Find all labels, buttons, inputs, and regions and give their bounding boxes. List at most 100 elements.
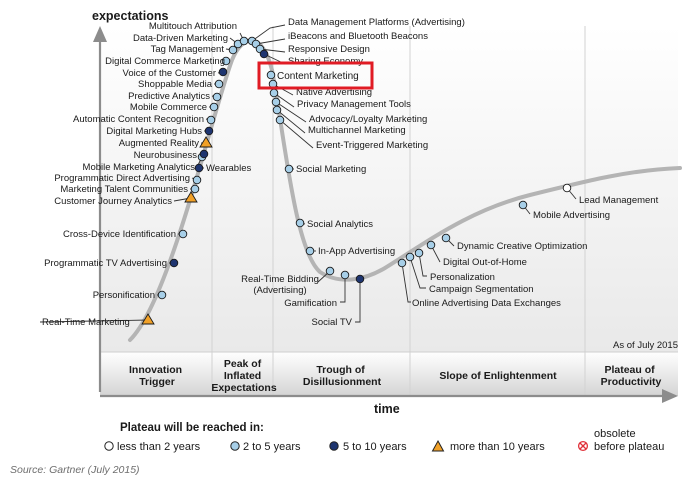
marker-cross-device-identification (178, 229, 188, 239)
leader-gamification (340, 275, 346, 303)
label-social-tv: Social TV (312, 317, 353, 328)
label-real-time-marketing: Real-Time Marketing (42, 317, 130, 328)
label-real-time-bidding-advertising: Real-Time Bidding (Advertising) (241, 274, 319, 296)
marker-customer-journey-analytics (184, 191, 198, 203)
marker-marketing-talent-communities (190, 184, 200, 194)
marker-social-tv (355, 274, 365, 284)
marker-voice-of-the-customer (218, 67, 228, 77)
marker-privacy-management-tools (269, 88, 279, 98)
marker-online-advertising-data-exchanges (397, 258, 407, 268)
label-dynamic-creative-optimization: Dynamic Creative Optimization (457, 241, 587, 252)
label-privacy-management-tools: Privacy Management Tools (297, 99, 411, 110)
label-wearables: Wearables (206, 163, 251, 174)
as-of-date: As of July 2015 (613, 340, 678, 351)
legend-item-2-to-5-years: 2 to 5 years (230, 441, 301, 453)
phase-band (100, 352, 678, 396)
marker-multichannel-marketing (272, 105, 282, 115)
marker-lead-management (562, 183, 572, 193)
legend-item-more-than-10-years: more than 10 years (431, 439, 545, 453)
label-social-analytics: Social Analytics (307, 219, 373, 230)
label-in-app-advertising: In-App Advertising (318, 246, 395, 257)
legend-label: more than 10 years (450, 441, 545, 453)
marker-social-analytics (295, 218, 305, 228)
leader-online-advertising-data-exchanges (401, 262, 411, 303)
marker-advocacy-loyalty-marketing (271, 97, 281, 107)
leader-event-triggered-marketing (279, 119, 314, 149)
leader-campaign-segmentation (409, 256, 426, 289)
marker-wearables (194, 163, 204, 173)
marker-gamification (340, 270, 350, 280)
label-multichannel-marketing: Multichannel Marketing (308, 125, 406, 136)
legend-item-obsolete: obsolete before plateau (577, 428, 664, 453)
marker-event-triggered-marketing (275, 115, 285, 125)
label-data-driven-marketing: Data-Driven Marketing (133, 33, 228, 44)
label-social-marketing: Social Marketing (296, 164, 366, 175)
label-personification: Personification (93, 290, 155, 301)
label-data-management-platforms-advertising: Data Management Platforms (Advertising) (288, 17, 465, 28)
label-neurobusiness: Neurobusiness (134, 150, 198, 161)
y-axis-arrow-icon (93, 26, 107, 42)
label-advocacy-loyalty-marketing: Advocacy/Loyalty Marketing (309, 114, 427, 125)
legend: Plateau will be reached in: less than 2 … (104, 422, 664, 453)
marker-augmented-reality (199, 136, 213, 148)
label-campaign-segmentation: Campaign Segmentation (429, 284, 534, 295)
axes (93, 26, 678, 403)
phase-peak-of-inflated-expectations: Peak of Inflated Expectations (211, 358, 277, 394)
leader-real-time-marketing (39, 319, 149, 323)
marker-real-time-bidding-advertising (325, 266, 335, 276)
marker-sharing-economy (259, 49, 269, 59)
label-ibeacons-and-bluetooth-beacons: iBeacons and Bluetooth Beacons (288, 31, 428, 42)
marker-campaign-segmentation (405, 252, 415, 262)
leader-data-management-platforms-advertising (251, 24, 286, 42)
marker-digital-commerce-marketing (221, 56, 231, 66)
orange-triangle-icon (431, 439, 445, 452)
leader-multichannel-marketing (276, 109, 306, 134)
marker-personalization (414, 248, 424, 258)
marker-content-marketing (266, 70, 276, 80)
x-axis-label: time (374, 402, 400, 416)
marker-mobile-commerce (209, 102, 219, 112)
source-note: Source: Gartner (July 2015) (10, 464, 140, 476)
label-automatic-content-recognition: Automatic Content Recognition (73, 114, 204, 125)
label-programmatic-direct-advertising: Programmatic Direct Advertising (54, 173, 190, 184)
leader-advocacy-loyalty-marketing (275, 101, 307, 123)
label-augmented-reality: Augmented Reality (119, 138, 200, 149)
leader-social-tv (355, 279, 361, 323)
label-customer-journey-analytics: Customer Journey Analytics (54, 196, 172, 207)
label-mobile-marketing-analytics: Mobile Marketing Analytics (83, 162, 196, 173)
label-content-marketing: Content Marketing (277, 71, 359, 82)
label-online-advertising-data-exchanges: Online Advertising Data Exchanges (412, 298, 561, 309)
label-digital-commerce-marketing: Digital Commerce Marketing (105, 56, 225, 67)
label-lead-management: Lead Management (579, 195, 659, 206)
label-digital-out-of-home: Digital Out-of-Home (443, 257, 527, 268)
label-event-triggered-marketing: Event-Triggered Marketing (316, 140, 428, 151)
label-native-advertising: Native Advertising (296, 87, 372, 98)
label-personalization: Personalization (430, 272, 495, 283)
label-tag-management: Tag Management (151, 44, 225, 55)
dark-blue-circle-icon (329, 441, 339, 451)
label-shoppable-media: Shoppable Media (138, 79, 213, 90)
technology-labels: Real-Time Marketing Personification Progra… (42, 17, 659, 328)
label-gamification: Gamification (284, 298, 337, 309)
marker-real-time-marketing (141, 313, 155, 325)
label-digital-marketing-hubs: Digital Marketing Hubs (106, 126, 202, 137)
technology-markers (141, 36, 572, 325)
marker-tag-management (228, 45, 238, 55)
label-responsive-design: Responsive Design (288, 44, 370, 55)
label-marketing-talent-communities: Marketing Talent Communities (60, 184, 188, 195)
leader-ibeacons-and-bluetooth-beacons (255, 38, 286, 45)
marker-dynamic-creative-optimization (441, 233, 451, 243)
legend-label: 2 to 5 years (243, 441, 301, 453)
marker-multitouch-attribution (239, 36, 249, 46)
white-circle-icon (104, 441, 114, 451)
marker-predictive-analytics (212, 92, 222, 102)
label-predictive-analytics: Predictive Analytics (128, 91, 210, 102)
marker-neurobusiness (199, 149, 209, 159)
marker-in-app-advertising (305, 246, 315, 256)
marker-digital-marketing-hubs (204, 126, 214, 136)
marker-shoppable-media (214, 79, 224, 89)
legend-label: obsolete (594, 428, 636, 440)
phase-innovation-trigger: Innovation Trigger (129, 364, 185, 388)
legend-item-5-to-10-years: 5 to 10 years (329, 441, 407, 453)
